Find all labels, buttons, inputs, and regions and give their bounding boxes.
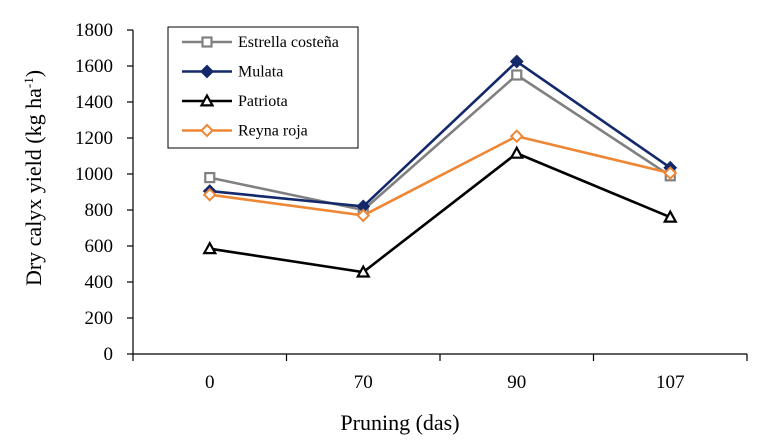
- x-tick-label: 90: [507, 372, 526, 393]
- series-line: [209, 134, 671, 217]
- y-tick-label: 0: [104, 344, 114, 365]
- x-axis-title: Pruning (das): [340, 410, 459, 435]
- data-point: [509, 54, 524, 69]
- legend-marker: [200, 64, 214, 79]
- y-tick-label: 600: [85, 236, 114, 257]
- y-axis-title-main: Dry calyx yield (kg ha: [21, 88, 46, 286]
- y-tick-label: 1200: [75, 128, 113, 149]
- legend-label: Patriota: [238, 93, 288, 110]
- data-point: [511, 69, 523, 81]
- y-axis-title-close: ): [21, 70, 46, 77]
- y-tick-label: 1800: [75, 20, 113, 41]
- y-axis-title-superscript: -1: [21, 77, 36, 88]
- x-tick-label: 70: [354, 372, 373, 393]
- legend-entry: Patriota: [182, 93, 288, 110]
- series-2: [202, 145, 678, 278]
- data-point: [356, 208, 371, 223]
- y-tick-label: 1600: [75, 56, 113, 77]
- legend-marker: [200, 123, 214, 138]
- data-point: [355, 264, 371, 278]
- data-point: [662, 209, 678, 223]
- y-axis-ticks: 0 200 400 600 800 1000 1200 1400 1600 1800: [75, 20, 133, 365]
- data-point: [663, 166, 678, 181]
- legend-label: Reyna roja: [238, 123, 308, 140]
- y-tick-label: 1400: [75, 92, 113, 113]
- legend-entry: Reyna roja: [182, 123, 308, 140]
- data-point: [509, 145, 525, 159]
- x-tick-label: 107: [656, 372, 685, 393]
- legend-box: [167, 26, 359, 149]
- y-tick-label: 1000: [75, 164, 113, 185]
- series-line: [209, 151, 671, 274]
- x-tick-label: 0: [205, 372, 215, 393]
- legend-label: Mulata: [238, 64, 283, 81]
- legend-label: Estrella costeña: [238, 34, 339, 51]
- y-tick-label: 200: [85, 308, 114, 329]
- legend-marker: [201, 36, 213, 48]
- y-axis-title: Dry calyx yield (kg ha-1): [21, 70, 46, 286]
- y-tick-label: 400: [85, 272, 114, 293]
- x-axis-ticks: 0 70 90 107: [132, 354, 748, 393]
- series-layer: [202, 54, 678, 278]
- series-line: [209, 73, 671, 212]
- y-tick-label: 800: [85, 200, 114, 221]
- series-line: [209, 59, 671, 208]
- data-point: [202, 187, 217, 202]
- legend-entry: Estrella costeña: [182, 34, 339, 51]
- legend-entry: Mulata: [182, 64, 283, 81]
- legend: Estrella costeña Mulata Patriota Reyna roja: [167, 26, 359, 149]
- legend-marker: [199, 93, 215, 107]
- data-point: [509, 129, 524, 144]
- data-point: [204, 172, 216, 184]
- data-point: [202, 240, 218, 255]
- series-3: [202, 129, 678, 223]
